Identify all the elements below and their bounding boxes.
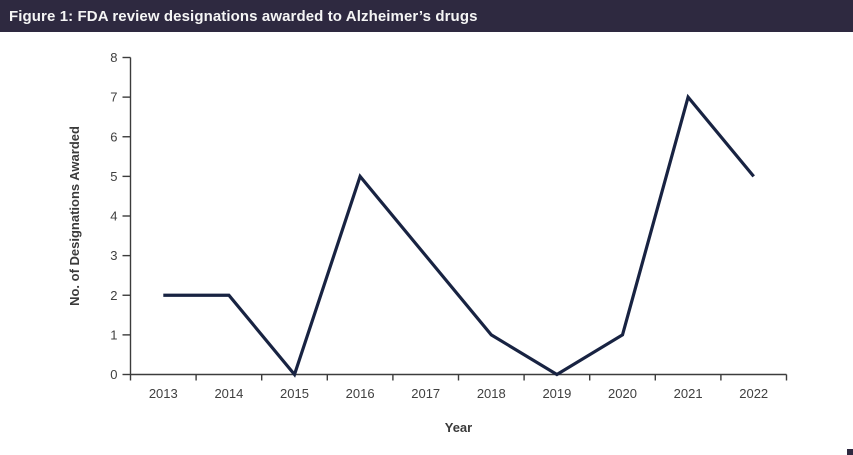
y-tick-label: 0 <box>110 367 117 382</box>
y-tick-label: 4 <box>110 209 117 224</box>
x-axis-title: Year <box>445 420 472 435</box>
figure-title: Figure 1: FDA review designations awarde… <box>9 7 478 25</box>
x-tick-label: 2018 <box>477 386 506 401</box>
y-tick-label: 3 <box>110 248 117 263</box>
y-tick-label: 2 <box>110 288 117 303</box>
x-tick-label: 2017 <box>411 386 440 401</box>
y-tick-label: 8 <box>110 50 117 65</box>
x-tick-label: 2022 <box>739 386 768 401</box>
chart-area: 0 1 2 3 4 5 6 7 8 2013 2014 2015 2016 2017 2018 2019 202… <box>0 32 853 455</box>
figure-title-bar: Figure 1: FDA review designations awarde… <box>0 0 853 32</box>
x-tick-label: 2014 <box>214 386 243 401</box>
y-tick-label: 6 <box>110 129 117 144</box>
y-axis-title: No. of Designations Awarded <box>67 126 82 306</box>
next-figure-bar-fragment <box>847 449 853 455</box>
x-tick-label: 2013 <box>149 386 178 401</box>
line-chart: 0 1 2 3 4 5 6 7 8 2013 2014 2015 2016 2017 2018 2019 202… <box>67 50 788 435</box>
y-tick-label: 7 <box>110 90 117 105</box>
x-tick-label: 2019 <box>542 386 571 401</box>
y-tick-label: 5 <box>110 169 117 184</box>
x-tick-label: 2020 <box>608 386 637 401</box>
data-line <box>163 93 755 378</box>
x-tick-label: 2021 <box>674 386 703 401</box>
x-tick-label: 2015 <box>280 386 309 401</box>
x-tick-label: 2016 <box>346 386 375 401</box>
y-tick-label: 1 <box>110 327 117 342</box>
